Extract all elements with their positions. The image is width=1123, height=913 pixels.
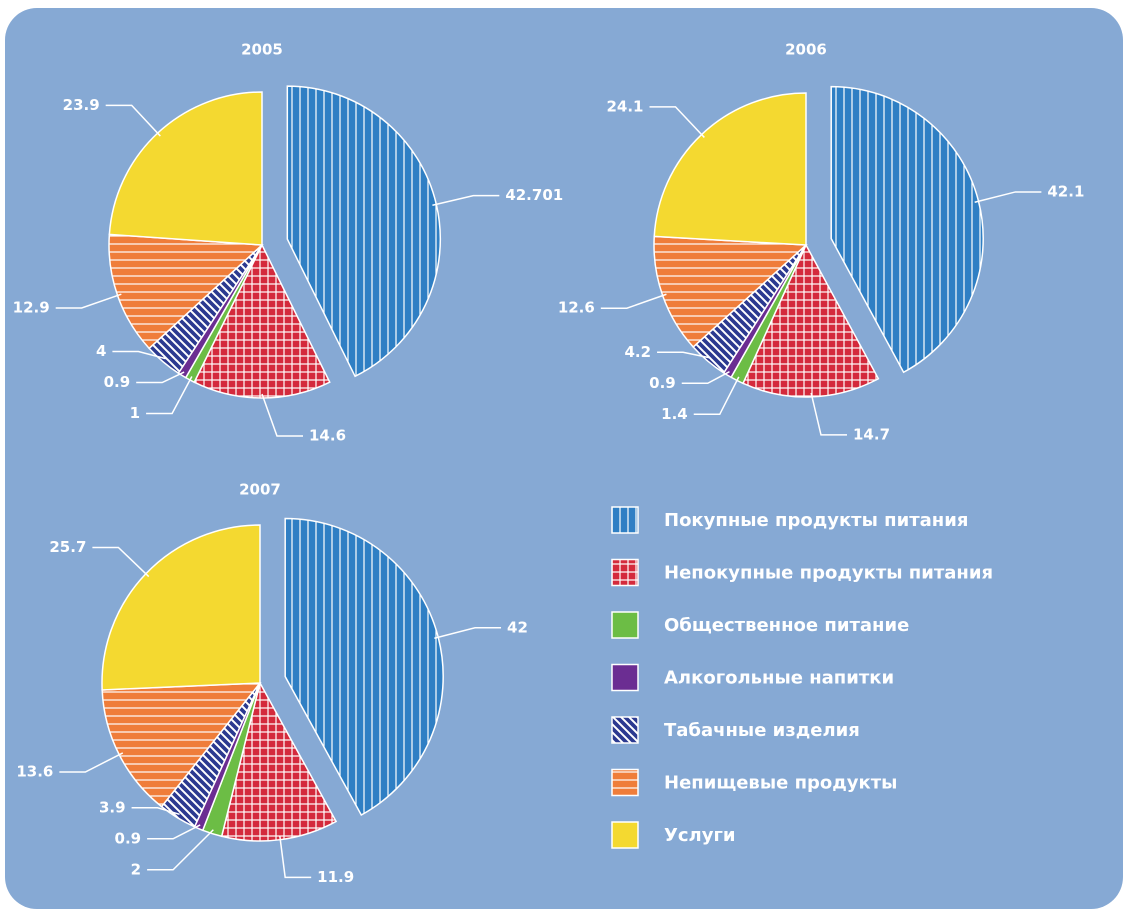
leader-line <box>136 371 185 384</box>
legend-swatch <box>611 506 639 534</box>
chart-title: 2007 <box>239 481 281 499</box>
leader-line <box>147 829 214 871</box>
leader-line <box>261 393 303 437</box>
data-label: 1.4 <box>661 405 688 423</box>
legend-label: Услуги <box>664 825 735 846</box>
data-label: 25.7 <box>49 538 86 556</box>
legend-swatch <box>611 558 639 587</box>
leader-line <box>810 392 847 436</box>
leader-line <box>55 293 122 309</box>
leader-line <box>92 546 150 578</box>
data-label: 1 <box>130 404 140 422</box>
leader-line <box>434 627 502 639</box>
legend-label: Непокупные продукты питания <box>664 563 993 584</box>
leader-line <box>146 376 193 415</box>
leader-line <box>131 807 180 816</box>
data-label: 2 <box>131 860 141 878</box>
chart-title: 2006 <box>785 41 827 59</box>
leader-line <box>693 376 740 416</box>
legend-swatch <box>611 716 639 744</box>
leader-line <box>279 835 312 879</box>
data-label: 3.9 <box>99 798 126 816</box>
leader-line <box>681 371 730 385</box>
data-label: 42.1 <box>1047 182 1084 200</box>
leader-line <box>112 350 166 360</box>
data-label: 14.6 <box>309 427 346 445</box>
pie-slice <box>742 243 880 398</box>
legend-label: Табачные изделия <box>664 720 860 741</box>
leader-line <box>59 752 124 773</box>
legend-label: Алкогольные напитки <box>664 668 894 689</box>
data-label: 42.701 <box>505 186 563 204</box>
data-label: 42 <box>507 618 528 636</box>
leader-line <box>974 191 1042 203</box>
legend-swatch <box>611 663 639 692</box>
data-label: 11.9 <box>317 868 354 886</box>
leader-line <box>105 104 161 137</box>
leader-line <box>432 194 500 206</box>
data-label: 0.9 <box>104 373 131 391</box>
data-label: 4.2 <box>624 343 651 361</box>
leader-line <box>600 293 667 309</box>
data-label: 13.6 <box>16 762 53 780</box>
data-label: 0.9 <box>649 374 676 392</box>
legend-label: Общественное питание <box>664 615 909 636</box>
pie-slice <box>193 243 331 399</box>
chart-title: 2005 <box>241 41 283 59</box>
leader-line <box>147 824 201 840</box>
legend-label: Покупные продукты питания <box>664 510 968 531</box>
data-label: 14.7 <box>853 425 890 443</box>
data-label: 23.9 <box>63 96 100 114</box>
leader-line <box>657 351 711 359</box>
legend-swatch <box>611 611 639 639</box>
legend-label: Непищевые продукты <box>664 773 897 794</box>
data-label: 4 <box>96 342 106 360</box>
data-label: 12.9 <box>13 298 50 316</box>
data-label: 12.6 <box>558 299 595 317</box>
legend-swatch <box>611 768 639 797</box>
data-label: 24.1 <box>606 97 643 115</box>
data-label: 0.9 <box>115 829 142 847</box>
leader-line <box>649 106 705 138</box>
legend-swatch <box>611 821 639 849</box>
